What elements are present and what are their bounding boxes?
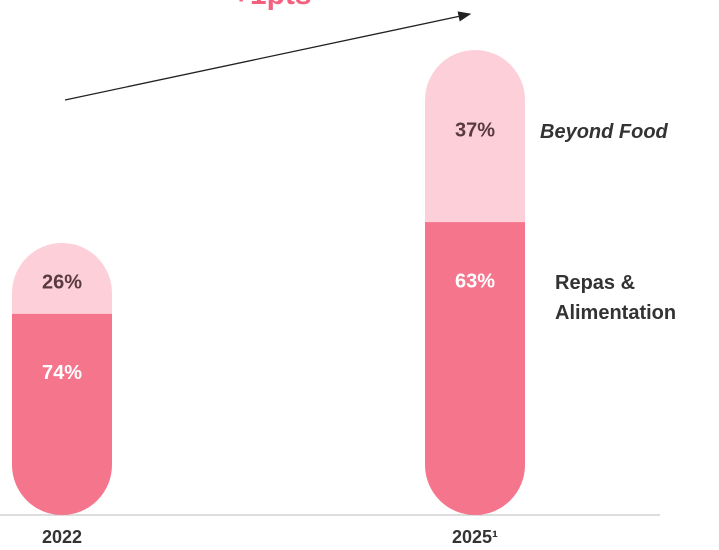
x-tick-label: 2025¹ (452, 527, 498, 547)
legend-item: Repas & Alimentation (555, 272, 677, 325)
stack (425, 50, 525, 515)
segment (425, 222, 525, 515)
value-label: 74% (42, 362, 82, 384)
value-label: 37% (455, 119, 495, 141)
stack (12, 242, 112, 515)
segment (12, 313, 112, 515)
x-tick-label: 2022 (42, 527, 82, 547)
trend-arrow (64, 11, 472, 101)
legend-item: Beyond Food (540, 121, 668, 144)
segment (425, 50, 525, 223)
value-label: 26% (42, 271, 82, 293)
value-label: 63% (455, 270, 495, 292)
chart-title: +1pts (232, 0, 311, 11)
legend-label: Beyond Food (540, 121, 668, 144)
legend-label: Repas & Alimentation (555, 272, 677, 325)
